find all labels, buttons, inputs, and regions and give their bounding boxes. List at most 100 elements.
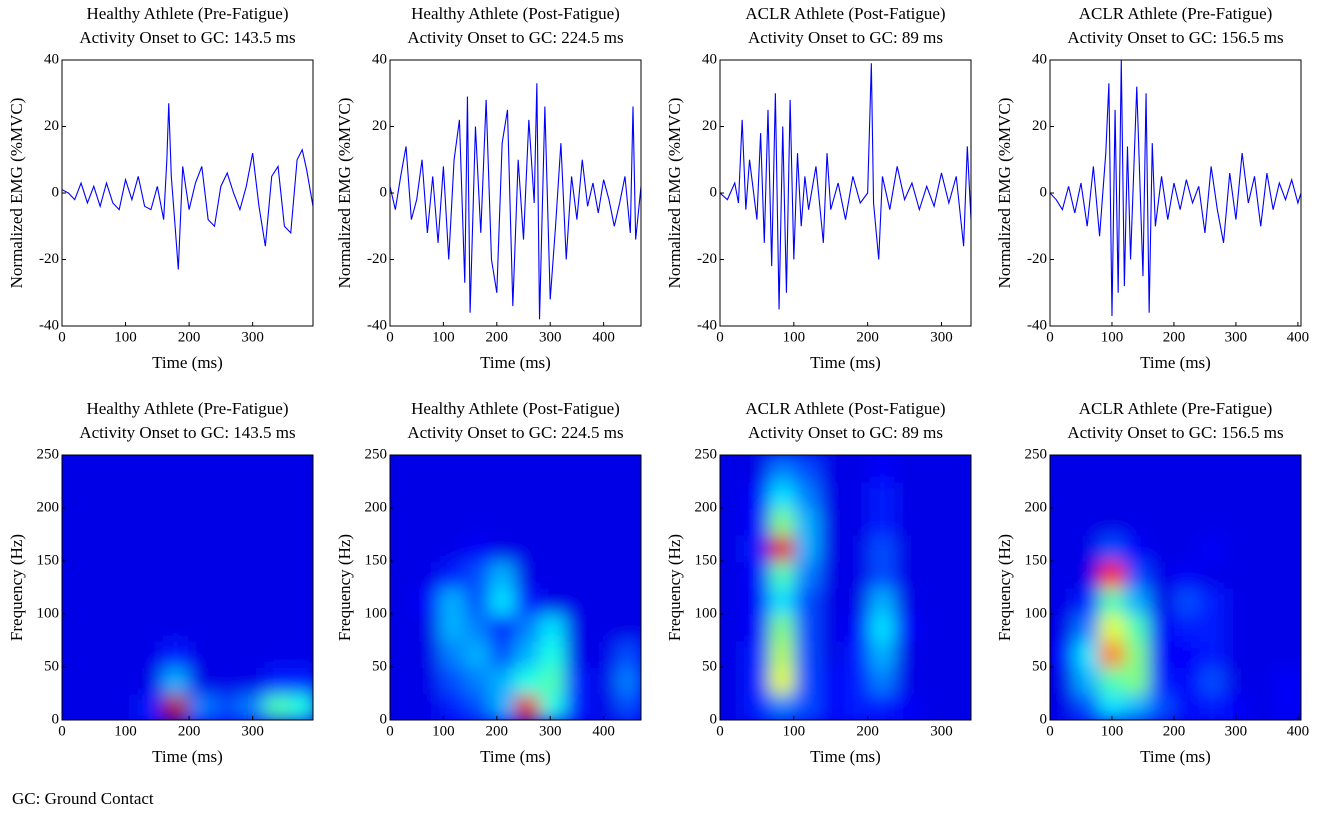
heatmap-cell — [844, 533, 872, 562]
heatmap-cell — [439, 480, 467, 509]
heatmap-cell — [1199, 533, 1227, 562]
heatmap-cell — [1199, 586, 1227, 615]
heatmap-cell — [264, 613, 292, 642]
plot-area — [720, 455, 971, 720]
heatmap-cell — [489, 666, 517, 695]
heatmap-cell — [1074, 533, 1102, 562]
heatmap-cell — [894, 639, 922, 668]
heatmap-cell — [794, 613, 822, 642]
chart-subtitle: Activity Onset to GC: 89 ms — [748, 28, 943, 47]
heatmap-cell — [844, 639, 872, 668]
heatmap-cell — [590, 455, 618, 483]
heatmap-cell — [819, 586, 847, 615]
heatmap-cell — [1249, 613, 1277, 642]
heatmap-cell — [86, 480, 114, 509]
panel: Healthy Athlete (Pre-Fatigue) Activity On… — [7, 4, 314, 372]
heatmap-cell — [769, 613, 797, 642]
chart-title: ACLR Athlete (Pre-Fatigue) — [1079, 399, 1273, 418]
heatmap-cell — [919, 666, 947, 695]
y-tick-label: 40 — [1032, 51, 1047, 67]
heatmap-cells — [720, 455, 971, 720]
heatmap-cell — [1050, 507, 1077, 536]
panel: Healthy Athlete (Pre-Fatigue) Activity On… — [7, 399, 314, 766]
heatmap-cell — [1098, 613, 1127, 642]
heatmap-cell — [1224, 455, 1253, 483]
heatmap-cell — [289, 639, 313, 668]
heatmap-cell — [390, 560, 417, 589]
heatmap-cell — [238, 613, 267, 642]
y-tick-label: 100 — [37, 605, 60, 621]
heatmap-cell — [514, 639, 542, 668]
heatmap-cell — [1274, 455, 1301, 483]
heatmap-cell — [188, 666, 216, 695]
y-tick-label: 200 — [365, 499, 388, 515]
x-tick-label: 300 — [1225, 329, 1248, 345]
heatmap-cell — [62, 586, 89, 615]
chart-subtitle: Activity Onset to GC: 224.5 ms — [407, 28, 623, 47]
heatmap-cell — [1050, 455, 1077, 483]
heatmap-cell — [489, 480, 517, 509]
heatmap-cell — [615, 455, 641, 483]
axes-frame — [61, 454, 314, 721]
heatmap-cell — [1224, 507, 1253, 536]
heatmap-cell — [744, 480, 772, 509]
heatmap-cell — [414, 613, 442, 642]
heatmap-cell — [1224, 586, 1253, 615]
heatmap-cell — [919, 586, 947, 615]
x-axis-label: Time (ms) — [152, 353, 223, 372]
heatmap-cell — [111, 533, 140, 562]
chart-title: ACLR Athlete (Post-Fatigue) — [745, 399, 945, 418]
heatmap-cell — [1199, 692, 1227, 720]
heatmap-cell — [1098, 692, 1127, 720]
heatmap-cell — [919, 533, 947, 562]
heatmap-cell — [464, 586, 492, 615]
heatmap-cell — [590, 586, 618, 615]
heatmap-cell — [894, 455, 922, 483]
heatmap-cell — [162, 613, 191, 642]
y-tick-label: 0 — [380, 711, 388, 727]
x-tick-label: 200 — [486, 329, 509, 345]
heatmap-cell — [1098, 639, 1127, 668]
heatmap-cell — [1098, 586, 1127, 615]
y-tick-label: 20 — [44, 118, 59, 134]
heatmap-cell — [514, 507, 542, 536]
heatmap-cell — [1050, 613, 1077, 642]
heatmap-cell — [111, 455, 140, 483]
heatmap-cell — [615, 586, 641, 615]
heatmap-cell — [439, 692, 467, 720]
heatmap-cell — [590, 480, 618, 509]
heatmap-cell — [213, 560, 241, 589]
heatmap-cell — [844, 586, 872, 615]
heatmap-cell — [439, 586, 467, 615]
heatmap-cell — [819, 560, 847, 589]
heatmap-cell — [137, 692, 165, 720]
heatmap-cell — [514, 533, 542, 562]
heatmap-cell — [514, 692, 542, 720]
heatmap-cell — [744, 666, 772, 695]
heatmap-cell — [162, 639, 191, 668]
axes-frame — [719, 454, 972, 721]
heatmap-cell — [539, 480, 567, 509]
y-tick-label: 100 — [695, 605, 718, 621]
heatmap-cell — [289, 507, 313, 536]
y-tick-label: 100 — [1025, 605, 1048, 621]
heatmap-cell — [819, 455, 847, 483]
heatmap-cell — [1149, 455, 1177, 483]
heatmap-cell — [414, 560, 442, 589]
x-tick-label: 0 — [716, 329, 724, 345]
heatmap-cell — [464, 455, 492, 483]
y-axis-label: Frequency (Hz) — [335, 534, 354, 641]
heatmap-cell — [869, 586, 897, 615]
heatmap-cell — [390, 533, 417, 562]
panel: ACLR Athlete (Post-Fatigue) Activity Onse… — [665, 4, 972, 372]
axes-frame — [61, 59, 314, 327]
y-tick-label: -40 — [39, 317, 59, 333]
heatmap-cell — [539, 455, 567, 483]
axes-frame — [389, 59, 642, 327]
heatmap-cell — [390, 455, 417, 483]
heatmap-cell — [615, 666, 641, 695]
y-tick-label: 0 — [710, 711, 718, 727]
y-tick-label: -20 — [1027, 251, 1047, 267]
heatmap-cell — [944, 613, 971, 642]
heatmap-cell — [1149, 613, 1177, 642]
